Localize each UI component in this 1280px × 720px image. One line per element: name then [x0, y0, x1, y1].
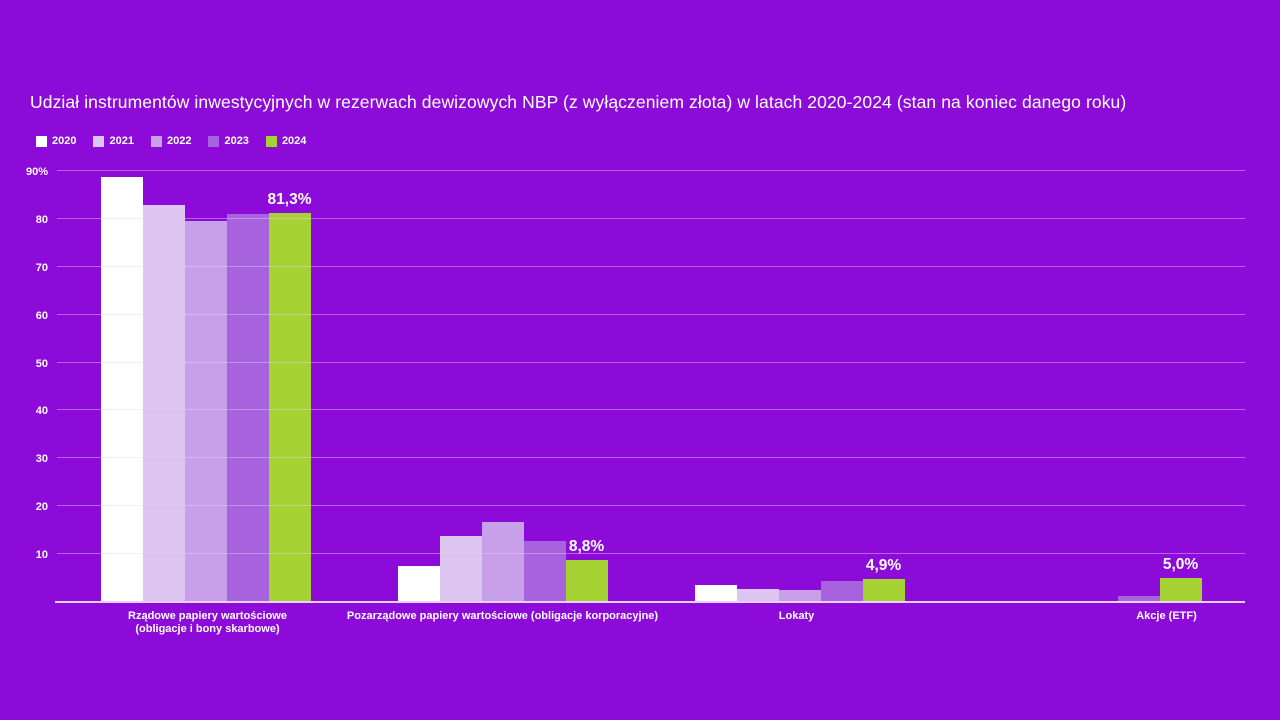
x-axis-label-line: Lokaty	[778, 610, 815, 622]
gridline-60	[57, 313, 1245, 315]
gridline-30	[57, 457, 1245, 459]
chart-legend: 2020 2021 2022 2023 2024	[36, 135, 306, 147]
legend-item-2020: 2020	[36, 135, 76, 147]
gridline-20	[57, 505, 1245, 507]
x-axis-label-2: Pozarządowe papiery wartościowe (obligac…	[347, 610, 658, 623]
y-axis-tick-50: 50	[35, 357, 48, 370]
y-axis-tick-10: 10	[35, 549, 48, 562]
value-label-2024-2: 8,8%	[568, 537, 605, 555]
x-axis-label-line: Pozarządowe papiery wartościowe (obligac…	[346, 610, 659, 622]
gridline-50	[57, 361, 1245, 363]
y-axis-tick-90: 90%	[25, 166, 48, 178]
bar-2022-1	[184, 220, 227, 602]
gridline-70	[57, 265, 1245, 267]
legend-swatch-2020	[36, 135, 47, 147]
legend-swatch-2024	[265, 135, 277, 147]
y-axis-tick-20: 20	[35, 501, 48, 514]
x-axis-label-3: Lokaty	[779, 610, 814, 623]
bar-2021-1	[142, 205, 185, 602]
legend-swatch-2021	[93, 135, 105, 147]
y-axis-tick-60: 60	[35, 309, 48, 322]
bar-2020-1	[100, 177, 143, 602]
legend-label-2020: 2020	[52, 135, 77, 147]
bar-2024-4	[1159, 578, 1202, 602]
bar-2024-2	[565, 559, 608, 602]
gridline-90	[57, 170, 1245, 171]
y-axis-tick-70: 70	[35, 261, 48, 274]
y-axis-tick-30: 30	[35, 453, 48, 466]
chart-title: Udział instrumentów inwestycyjnych w rez…	[30, 92, 1127, 112]
legend-item-2023: 2023	[208, 135, 249, 147]
bar-2023-2	[523, 540, 566, 602]
bar-2020-3	[694, 585, 737, 602]
value-label-2024-1: 81,3%	[267, 190, 312, 208]
bar-2023-1	[226, 214, 269, 602]
legend-label-2024: 2024	[281, 135, 307, 147]
x-axis-label-4: Akcje (ETF)	[1136, 610, 1197, 623]
y-axis-tick-80: 80	[35, 213, 48, 226]
bar-2023-4	[1117, 596, 1160, 602]
y-axis-tick-40: 40	[35, 405, 48, 418]
value-label-2024-4: 5,0%	[1162, 556, 1199, 574]
gridline-10	[57, 553, 1245, 555]
bar-2024-1	[268, 212, 311, 602]
legend-label-2023: 2023	[224, 135, 249, 147]
legend-item-2021: 2021	[93, 135, 134, 147]
legend-swatch-2023	[208, 135, 220, 147]
gridline-80	[57, 217, 1245, 219]
gridline-40	[57, 409, 1245, 411]
legend-label-2022: 2022	[166, 135, 192, 147]
bar-2021-3	[736, 588, 779, 602]
bar-2021-2	[439, 535, 482, 602]
bar-2024-3	[862, 578, 905, 602]
legend-swatch-2022	[150, 135, 162, 147]
x-axis-label-line: Rządowe papiery wartościowe	[128, 610, 287, 622]
bar-2020-2	[397, 566, 440, 602]
legend-item-2024: 2024	[265, 135, 307, 147]
bar-2022-3	[778, 589, 821, 602]
x-axis-baseline	[55, 601, 1245, 603]
plot-area: 90% 80 70 60 50 40 30 20 10 81,3% 8,8% 4,9% 5,0%	[26, 166, 1245, 603]
x-axis-label-line: Akcje (ETF)	[1136, 610, 1197, 622]
x-axis-label-line: (obligacje i bony skarbowe)	[135, 623, 280, 635]
bar-2023-3	[820, 581, 863, 602]
legend-item-2022: 2022	[150, 135, 192, 147]
bar-2022-2	[481, 522, 524, 602]
x-axis-label-1: Rządowe papiery wartościowe (obligacje i …	[128, 610, 287, 636]
value-label-2024-3: 4,9%	[865, 556, 902, 574]
legend-label-2021: 2021	[109, 135, 134, 147]
